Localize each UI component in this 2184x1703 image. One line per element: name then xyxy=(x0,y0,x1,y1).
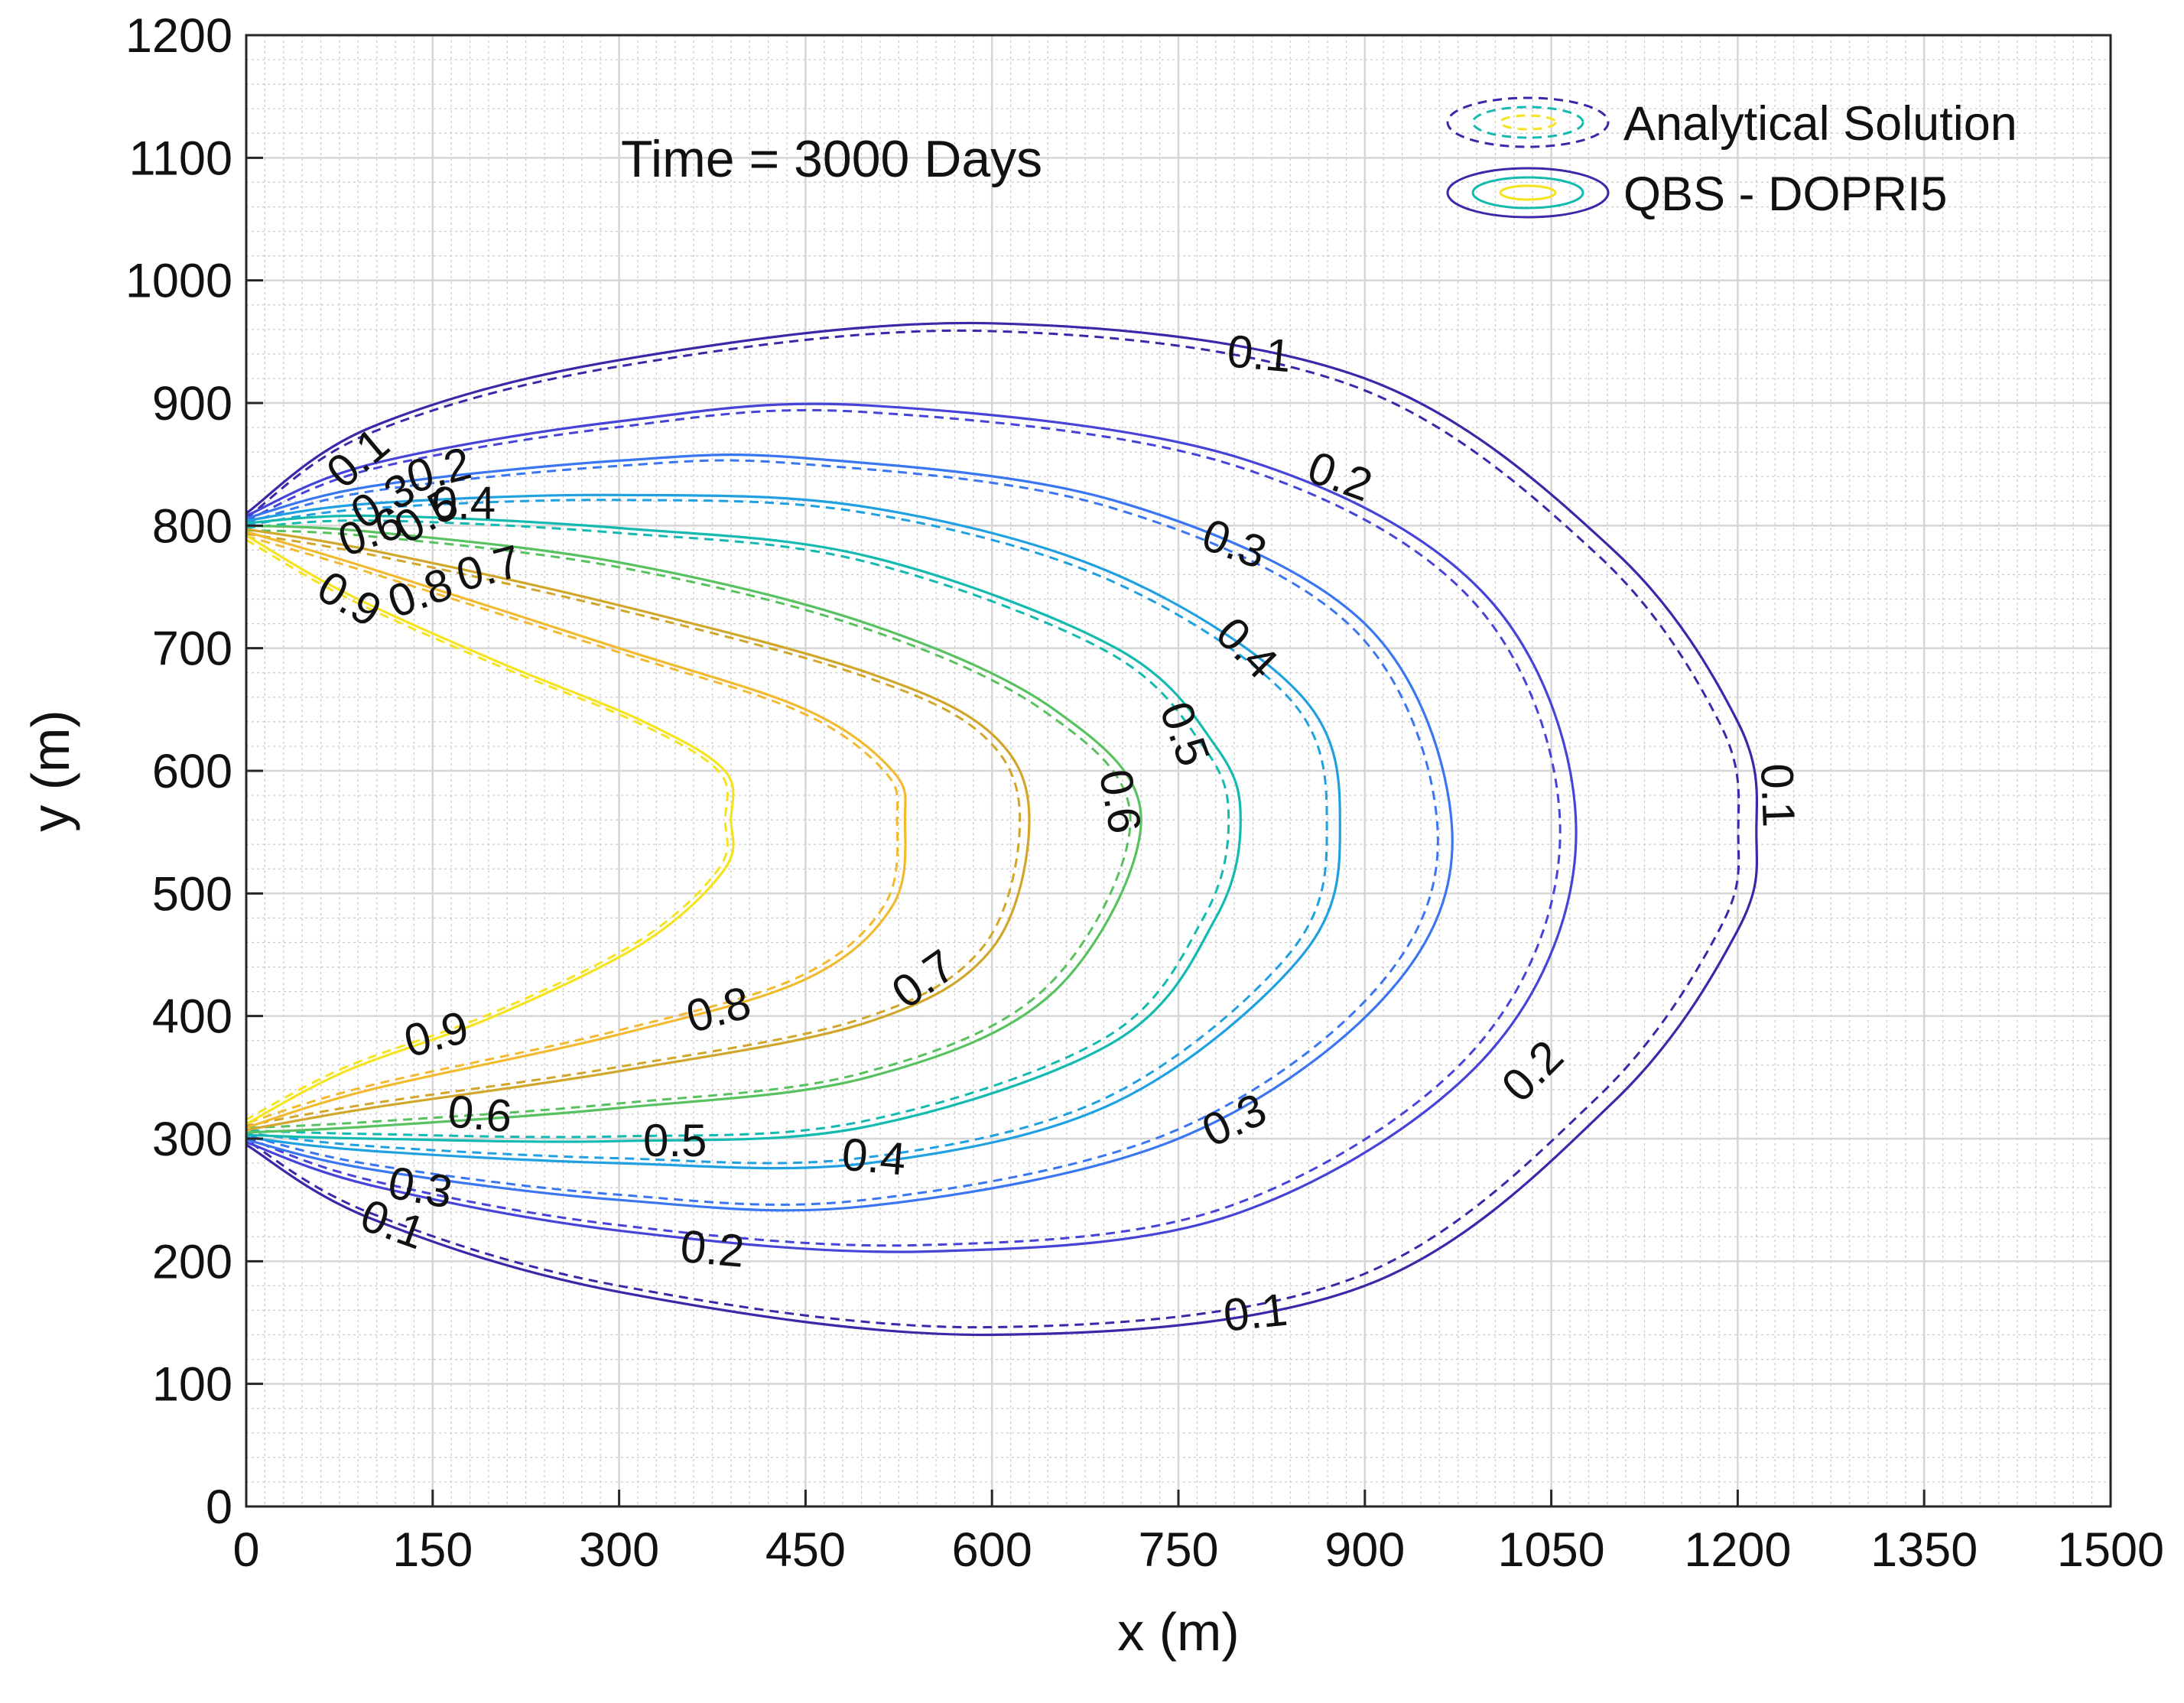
x-axis-ticks: 0 150 300 450 600 750 900 1050 1200 1350 1500 xyxy=(232,1490,2164,1577)
analytical-contour-0.7 xyxy=(245,532,1022,1127)
analytical-contour-0.9 xyxy=(245,538,729,1121)
y-axis-ticks: 0 100 200 300 400 500 600 700 800 900 1000 1100 1200 xyxy=(125,9,263,1534)
y-tick-label: 0 xyxy=(206,1480,232,1534)
legend-label-analytical: Analytical Solution xyxy=(1623,97,2017,151)
legend-swatch-analytical xyxy=(1446,96,1610,148)
y-tick-label: 800 xyxy=(152,499,232,553)
y-tick-label: 500 xyxy=(152,867,232,921)
qbs-contour-0.9 xyxy=(245,534,735,1126)
qbs-contour-0.7 xyxy=(245,528,1031,1132)
analytical-contour-0.6 xyxy=(245,528,1132,1129)
contour-label: 0.2 xyxy=(678,1220,746,1277)
legend: Analytical Solution QBS - DOPRI5 xyxy=(1446,96,2017,221)
analytical-contour-0.8 xyxy=(245,535,899,1125)
y-tick-label: 100 xyxy=(152,1358,232,1412)
legend-swatch-qbs xyxy=(1446,167,1610,219)
contour-label: 0.1 xyxy=(1221,1283,1290,1341)
x-tick-label: 900 xyxy=(1324,1523,1405,1577)
analytical-contours xyxy=(245,329,1740,1329)
y-tick-label: 600 xyxy=(152,745,232,798)
qbs-contour-0.6 xyxy=(245,524,1142,1134)
qbs-contour-0.4 xyxy=(245,493,1341,1170)
legend-analytical-ring-middle xyxy=(1471,106,1584,139)
y-tick-label: 900 xyxy=(152,377,232,431)
legend-qbs-ring-inner xyxy=(1499,184,1557,201)
x-tick-label: 1500 xyxy=(2057,1523,2164,1577)
analytical-contour-0.3 xyxy=(245,459,1439,1206)
qbs-contour-0.5 xyxy=(245,514,1242,1143)
contour-label: 0.4 xyxy=(432,477,496,528)
contour-label: 0.1 xyxy=(1751,762,1805,828)
time-annotation: Time = 3000 Days xyxy=(621,130,1042,188)
legend-analytical-ring-outer xyxy=(1446,96,1610,148)
x-tick-label: 600 xyxy=(952,1523,1032,1577)
x-tick-label: 1350 xyxy=(1870,1523,1978,1577)
y-tick-label: 700 xyxy=(152,622,232,676)
legend-qbs-ring-outer xyxy=(1446,167,1610,219)
qbs-contour-0.1 xyxy=(245,321,1759,1337)
legend-qbs-ring-middle xyxy=(1471,176,1584,210)
contour-label: 0.3 xyxy=(385,1156,457,1217)
major-grid xyxy=(245,34,2112,1508)
analytical-contour-0.1 xyxy=(245,329,1740,1329)
analytical-contour-0.5 xyxy=(245,519,1230,1139)
legend-analytical-ring-inner xyxy=(1499,114,1557,131)
x-tick-label: 150 xyxy=(392,1523,473,1577)
y-tick-label: 300 xyxy=(152,1113,232,1166)
y-axis-label: y (m) xyxy=(21,710,80,831)
contour-label: 0.4 xyxy=(840,1129,908,1185)
contour-label: 0.6 xyxy=(446,1085,514,1142)
contour-label: 0.5 xyxy=(643,1115,707,1166)
y-tick-label: 1000 xyxy=(125,255,232,308)
x-tick-label: 1050 xyxy=(1498,1523,1605,1577)
analytical-contour-0.4 xyxy=(245,499,1328,1165)
contour-label: 0.6 xyxy=(1090,765,1151,837)
x-axis-label: x (m) xyxy=(1117,1602,1239,1662)
contour-label: 0.1 xyxy=(1225,325,1293,382)
x-tick-label: 450 xyxy=(765,1523,846,1577)
y-tick-label: 1100 xyxy=(129,132,232,185)
y-tick-label: 1200 xyxy=(125,9,232,63)
x-tick-label: 750 xyxy=(1138,1523,1218,1577)
qbs-contour-0.3 xyxy=(245,453,1454,1212)
qbs-contour-0.8 xyxy=(245,530,907,1129)
y-tick-label: 200 xyxy=(152,1235,232,1289)
qbs-contour-0.2 xyxy=(245,402,1578,1253)
y-tick-label: 400 xyxy=(152,990,232,1044)
x-tick-label: 1200 xyxy=(1684,1523,1791,1577)
analytical-contour-0.2 xyxy=(245,408,1562,1247)
legend-label-qbs: QBS - DOPRI5 xyxy=(1623,167,1948,221)
x-tick-label: 300 xyxy=(579,1523,659,1577)
x-tick-label: 0 xyxy=(232,1523,259,1577)
qbs-dopri5-contours xyxy=(245,321,1759,1337)
